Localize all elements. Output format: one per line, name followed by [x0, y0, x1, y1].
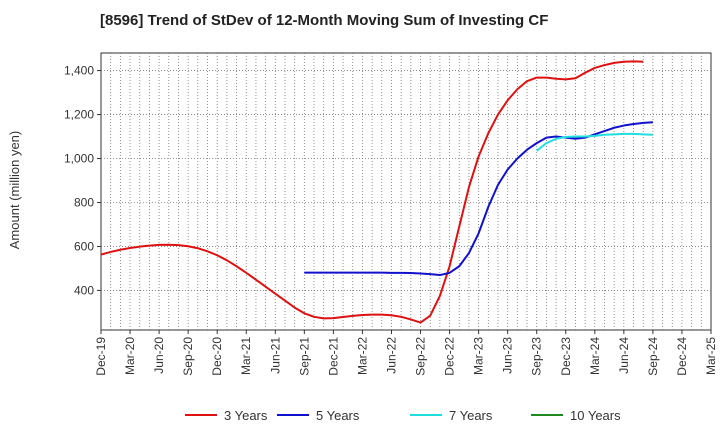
- grid: [101, 53, 711, 330]
- x-tick-label: Sep-23: [530, 337, 544, 376]
- plot-area: [100, 52, 712, 331]
- x-tick-label: Dec-24: [675, 337, 689, 376]
- x-tick-label: Jun-21: [268, 337, 282, 374]
- y-axis-label: Amount (million yen): [7, 131, 22, 250]
- x-tick-label: Mar-22: [355, 337, 369, 375]
- x-tick-label: Jun-23: [501, 337, 515, 374]
- x-tick-label: Dec-19: [94, 337, 108, 376]
- x-tick-label: Sep-22: [414, 337, 428, 376]
- x-tick-label: Dec-20: [210, 337, 224, 376]
- y-axis-ticks: 400 600 800 1,000 1,200 1,400: [64, 64, 101, 297]
- x-tick-label: Dec-23: [559, 337, 573, 376]
- legend-label-5-years: 5 Years: [316, 408, 360, 423]
- x-tick-label: Mar-25: [704, 337, 718, 375]
- x-tick-label: Dec-22: [443, 337, 457, 376]
- y-tick-label: 800: [74, 195, 94, 209]
- series-layer: [100, 60, 653, 324]
- legend-label-3-years: 3 Years: [224, 408, 268, 423]
- series-line-5-years: [304, 121, 653, 277]
- x-tick-label: Sep-24: [646, 337, 660, 376]
- x-tick-label: Jun-22: [384, 337, 398, 374]
- x-tick-label: Dec-21: [326, 337, 340, 376]
- x-tick-label: Mar-23: [472, 337, 486, 375]
- x-axis-ticks: Dec-19 Mar-20 Jun-20 Sep-20 Dec-20 Mar-21 Jun-…: [94, 330, 718, 376]
- legend: 3 Years 5 Years 7 Years 10 Years: [185, 408, 621, 423]
- x-tick-label: Sep-20: [181, 337, 195, 376]
- x-tick-label: Jun-20: [152, 337, 166, 374]
- chart-title: [8596] Trend of StDev of 12-Month Moving…: [100, 12, 548, 29]
- y-tick-label: 600: [74, 239, 94, 253]
- x-tick-label: Mar-21: [239, 337, 253, 375]
- x-tick-label: Jun-24: [617, 337, 631, 374]
- x-tick-label: Sep-21: [297, 337, 311, 376]
- plot-frame: [100, 52, 712, 331]
- y-tick-label: 1,400: [64, 64, 94, 78]
- x-tick-label: Mar-24: [588, 337, 602, 375]
- x-tick-label: Mar-20: [123, 337, 137, 375]
- y-tick-label: 400: [74, 283, 94, 297]
- y-tick-label: 1,200: [64, 108, 94, 122]
- legend-label-10-years: 10 Years: [570, 408, 621, 423]
- series-line-3-years: [100, 60, 644, 324]
- y-tick-label: 1,000: [64, 152, 94, 166]
- legend-label-7-years: 7 Years: [449, 408, 493, 423]
- series-line-7-years: [536, 132, 653, 152]
